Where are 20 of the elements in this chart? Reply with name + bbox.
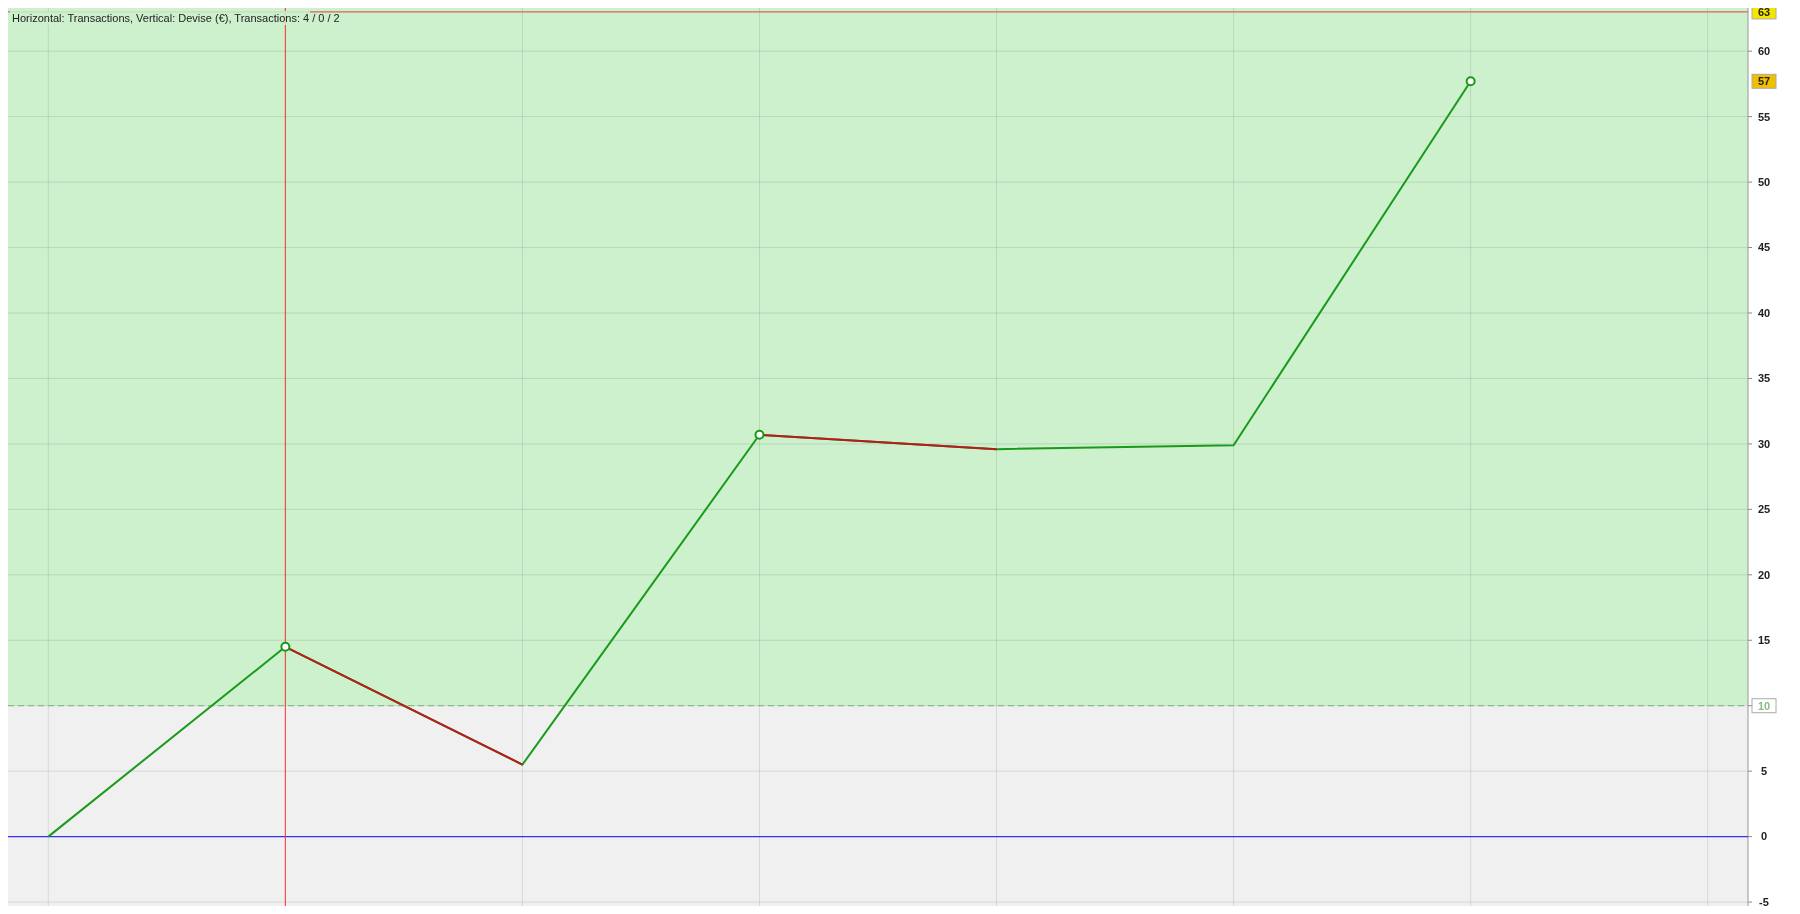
text: 57: [1757, 75, 1771, 88]
y-tick-label: 20: [1757, 568, 1771, 581]
y-tick-label: 50: [1757, 175, 1771, 188]
y-tick-label: 0: [1760, 830, 1768, 843]
chart-title: Horizontal: Transactions, Vertical: Devise (€), Transactions: 4 / 0 / 2: [12, 12, 340, 24]
y-tick-label: -5: [1759, 895, 1769, 908]
y-tick-label: 5: [1760, 765, 1768, 778]
point: [280, 641, 291, 652]
point: [1465, 76, 1476, 87]
point: [754, 429, 765, 440]
y-tick-label: 35: [1757, 372, 1771, 385]
y-tick-label: 55: [1757, 110, 1771, 123]
y-tick-label: 60: [1757, 45, 1771, 58]
y-tick-label: 10: [1757, 699, 1771, 712]
y-tick-label: 15: [1757, 634, 1771, 647]
y-tick-label: 45: [1757, 241, 1771, 254]
y-tick-label: 40: [1757, 306, 1771, 319]
y-tick-label: 30: [1757, 437, 1771, 450]
y-tick-label: 25: [1757, 503, 1771, 516]
ref-line-label: 63: [1757, 5, 1771, 18]
